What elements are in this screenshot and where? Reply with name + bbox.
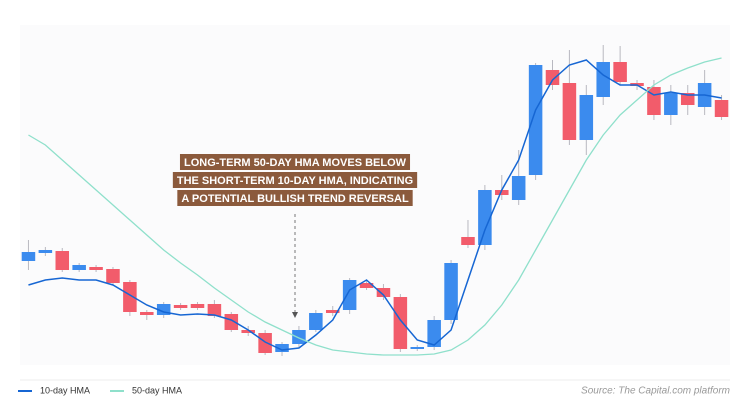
candle-body	[38, 250, 53, 253]
legend-label: 50-day HMA	[132, 385, 182, 395]
candle-body	[495, 190, 509, 195]
candle-body	[241, 330, 255, 333]
candle-body	[528, 65, 543, 175]
candle-body	[714, 100, 729, 117]
candle-body	[123, 282, 137, 312]
candle-body	[292, 330, 306, 344]
candle-body	[511, 176, 526, 200]
candle-body	[562, 83, 577, 140]
candle-body	[173, 305, 188, 308]
annotation-text: A POTENTIAL BULLISH TREND REVERSAL	[181, 193, 409, 205]
candle-body	[461, 237, 475, 245]
candle-body	[613, 62, 627, 82]
candle-body	[106, 269, 120, 283]
candle-body	[410, 347, 425, 349]
candle-body	[427, 320, 441, 347]
candle-body	[545, 70, 560, 85]
annotation-bg	[177, 190, 413, 206]
candle-body	[376, 288, 391, 297]
candle-body	[72, 265, 86, 270]
candle-body	[664, 93, 678, 115]
candle-body	[647, 87, 661, 115]
annotation-bg	[172, 172, 418, 188]
candle-body	[156, 304, 171, 315]
candle-body	[325, 310, 340, 313]
candle-body	[207, 304, 222, 316]
annotation-text: THE SHORT-TERM 10-DAY HMA, INDICATING	[177, 175, 413, 187]
candle-body	[140, 312, 154, 315]
candle-body	[89, 267, 103, 270]
candle-body	[444, 263, 458, 320]
candle-body	[478, 190, 492, 245]
annotation-text: LONG-TERM 50-DAY HMA MOVES BELOW	[184, 157, 407, 169]
candle-body	[190, 304, 205, 308]
candle-body	[258, 333, 272, 353]
candle-body	[393, 297, 408, 349]
annotation-bg	[179, 154, 411, 170]
candle-body	[342, 280, 357, 310]
candle-body	[359, 283, 374, 288]
arrow-head	[292, 312, 298, 318]
source: Source: The Capital.com platform	[581, 386, 730, 397]
candle-body	[275, 344, 289, 352]
legend-label: 10-day HMA	[40, 385, 90, 395]
candle-body	[680, 93, 695, 105]
hma-line	[28, 57, 722, 356]
candle-body	[21, 252, 36, 261]
candle-body	[309, 313, 323, 330]
candle-body	[224, 314, 239, 330]
hma-line	[28, 59, 722, 351]
candle-body	[596, 62, 610, 97]
candle-body	[55, 251, 70, 270]
candle-body	[579, 95, 594, 140]
